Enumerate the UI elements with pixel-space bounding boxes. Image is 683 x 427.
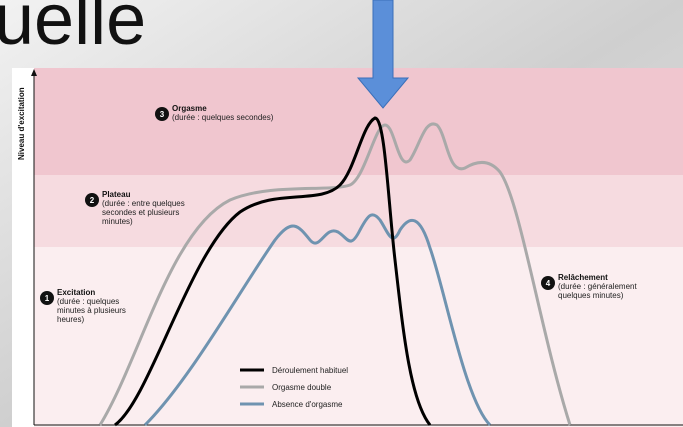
phase-name: Orgasme — [172, 104, 207, 113]
phase-detail: (durée : quelques — [57, 297, 119, 306]
phase-detail: heures) — [57, 315, 84, 324]
phase-number: 4 — [546, 279, 551, 288]
legend-label: Déroulement habituel — [272, 366, 348, 375]
phase-badge — [85, 193, 99, 207]
phase-detail: minutes) — [102, 217, 133, 226]
phase-name: Relâchement — [558, 273, 608, 282]
phase-number: 1 — [45, 294, 50, 303]
phase-detail: secondes et plusieurs — [102, 208, 179, 217]
axis-arrow — [31, 69, 37, 76]
curve-usual — [114, 116, 432, 427]
band-orgasm — [34, 68, 683, 175]
phase-detail: (durée : quelques secondes) — [172, 113, 274, 122]
phase-badge — [40, 291, 54, 305]
phase-detail: quelques minutes) — [558, 291, 624, 300]
phase-detail: (durée : entre quelques — [102, 199, 185, 208]
phase-badge — [541, 276, 555, 290]
legend-label: Absence d'orgasme — [272, 400, 343, 409]
phase-detail: minutes à plusieurs — [57, 306, 126, 315]
y-axis-label: Niveau d'excitation — [17, 87, 26, 160]
curve-no-orgasm — [143, 213, 492, 427]
curve-double — [98, 122, 572, 426]
arrow — [356, 0, 410, 109]
phase-number: 3 — [160, 110, 165, 119]
phase-number: 2 — [90, 196, 95, 205]
phase-badge — [155, 107, 169, 121]
slide-title: uelle — [0, 0, 146, 60]
phase-detail: (durée : généralement — [558, 282, 637, 291]
legend-label: Orgasme double — [272, 383, 332, 392]
phase-name: Plateau — [102, 190, 131, 199]
phase-name: Excitation — [57, 288, 95, 297]
